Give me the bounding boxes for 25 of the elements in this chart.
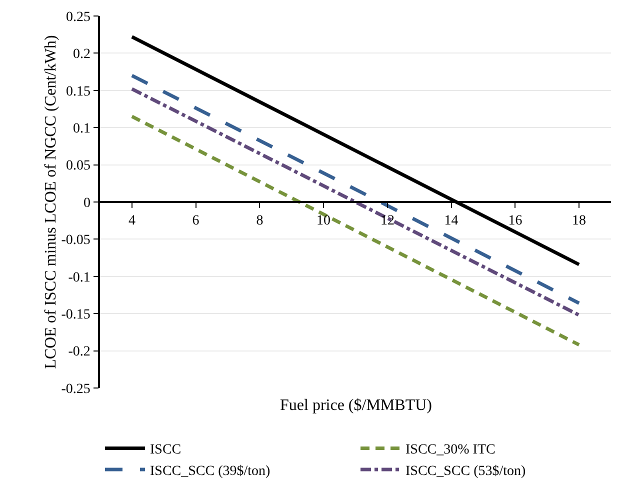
y-tick-label: -0.05 <box>61 233 90 248</box>
y-tick-label: -0.15 <box>61 308 90 322</box>
y-axis-title: LCOE of ISCC minus LCOE of NGCC (Cent/kWh) <box>42 35 60 369</box>
legend-label: ISCC_SCC (39$/ton) <box>150 464 271 479</box>
y-tick-label: 0 <box>83 196 90 211</box>
legend-label: ISCC_30% ITC <box>406 442 496 458</box>
x-axis-title: Fuel price ($/MMBTU) <box>280 397 432 414</box>
y-tick-label: 0.05 <box>66 158 90 174</box>
x-tick-label: 12 <box>380 214 394 229</box>
y-tick-label: 0.1 <box>72 122 90 136</box>
y-tick-label: 0.15 <box>66 84 90 100</box>
x-tick-label: 14 <box>444 214 458 229</box>
x-tick-label: 4 <box>128 214 136 229</box>
x-tick-label: 10 <box>316 214 331 229</box>
y-tick-label: -0.1 <box>68 270 90 286</box>
x-tick-label: 8 <box>256 214 264 229</box>
y-tick-label: -0.25 <box>61 382 90 397</box>
legend-label: ISCC_SCC (53$/ton) <box>406 464 526 479</box>
y-tick-label: 0.25 <box>66 10 90 25</box>
y-tick-label: -0.2 <box>68 344 90 360</box>
x-tick-label: 6 <box>192 214 200 229</box>
x-tick-label: 18 <box>572 214 586 229</box>
x-tick-label: 16 <box>508 214 522 229</box>
y-tick-label: 0.2 <box>72 47 90 62</box>
legend-label: ISCC <box>150 442 182 458</box>
